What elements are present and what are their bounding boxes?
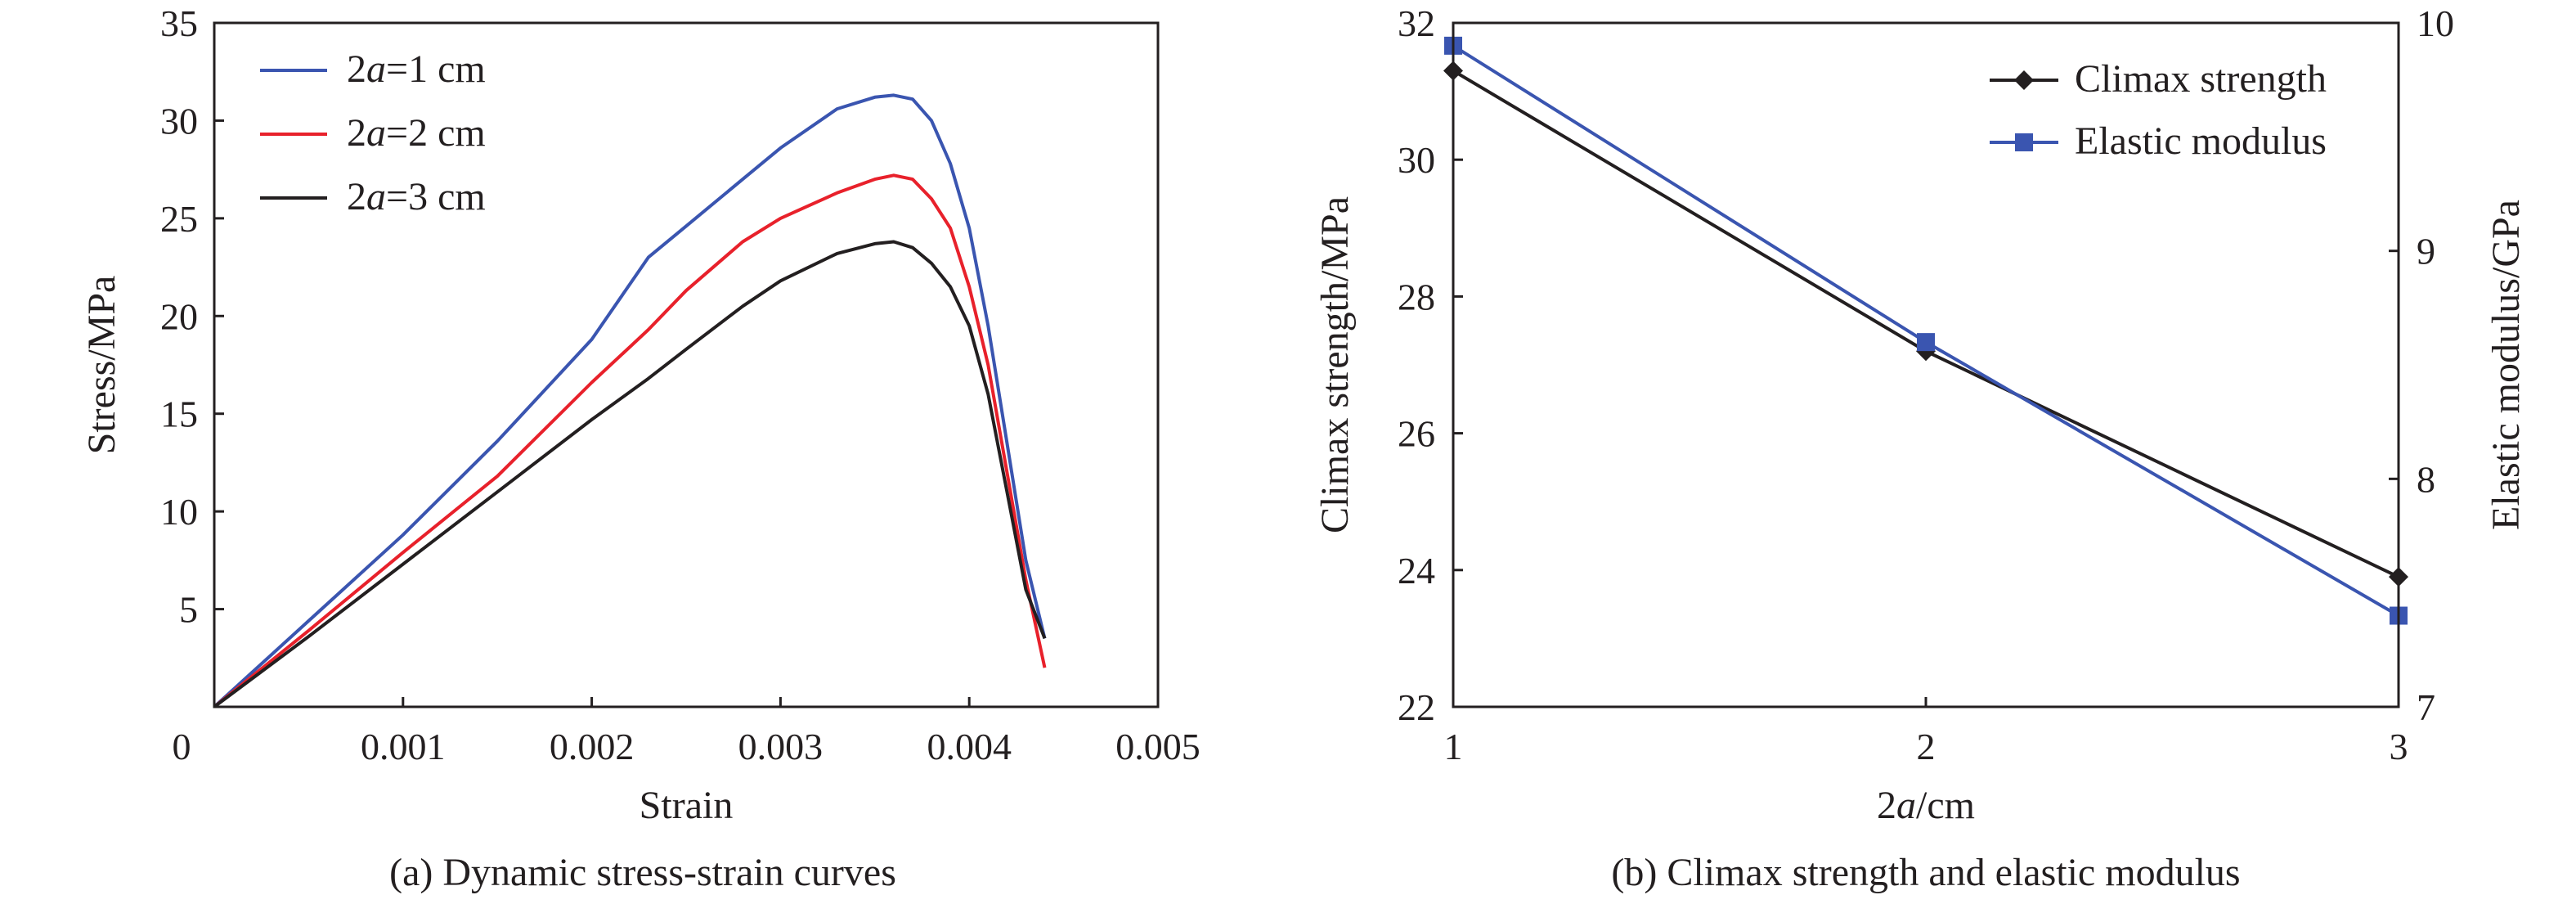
chart-b-x-tick-label: 1 [1444,726,1463,767]
chart-b-marker-square [1917,333,1935,352]
chart-a-y-tick-label: 20 [160,295,198,337]
chart-a-y-tick-label: 15 [160,394,198,435]
chart-a-caption: (a) Dynamic stress-strain curves [389,851,896,894]
chart-b-legend-label-1: Climax strength [2075,57,2327,101]
chart-a-x-tick-label: 0.002 [550,726,635,767]
chart-b-legend-label-2: Elastic modulus [2075,119,2327,163]
chart-b-left-y-tick-label: 32 [1398,2,1435,44]
chart-panel-a: 0 0.001 0.002 0.003 0.004 0.0055101520253035 … [80,2,1200,894]
chart-a-y-axis-label: Stress/MPa [80,276,123,455]
chart-b-right-y-tick-label: 10 [2417,2,2454,44]
chart-a-x-tick-label: 0.003 [738,726,824,767]
chart-b-left-y-tick-label: 30 [1398,139,1435,181]
chart-b-right-y-tick-label: 8 [2417,458,2435,500]
chart-b-left-y-tick-label: 26 [1398,413,1435,455]
chart-b-legend-marker-square [2015,133,2033,151]
chart-b-left-y-tick-label: 28 [1398,276,1435,317]
chart-panel-b: 1 2 3 22 24 26 28 30 32 7 8 9 10 2a/cm Climax streng… [1313,2,2528,894]
chart-b-legend: Climax strength Elastic modulus [1990,57,2327,163]
chart-a-plot-frame [213,21,1160,708]
chart-a-legend: 2a=1 cm 2a=2 cm 2a=3 cm [260,47,486,218]
chart-a-x-tick-label: 0 [173,726,191,767]
chart-b-x-tick-label: 2 [1917,726,1936,767]
chart-b-x-tick-label: 3 [2390,726,2408,767]
chart-a-x-tick-label: 0.004 [927,726,1012,767]
chart-b-legend-marker-diamond [2014,70,2034,90]
chart-b-left-y-axis-label: Climax strength/MPa [1313,196,1357,533]
chart-a-series-lines [213,93,1047,708]
chart-b-caption: (b) Climax strength and elastic modulus [1611,851,2240,894]
chart-b-right-y-tick-label: 7 [2417,686,2435,728]
chart-a-y-tick-label: 35 [160,2,198,44]
chart-b-right-y-tick-label: 9 [2417,231,2435,272]
chart-a-series-line-2 [213,173,1047,708]
chart-a-legend-label-3: 2a=3 cm [347,175,486,218]
chart-b-left-y-tick-label: 24 [1398,550,1435,591]
chart-b-ticks: 1 2 3 22 24 26 28 30 32 7 8 9 10 [1398,2,2454,767]
chart-a-y-tick-label: 25 [160,198,198,240]
chart-a-x-tick-label: 0.005 [1115,726,1200,767]
chart-a-y-tick-label: 10 [160,491,198,533]
chart-a-y-tick-label: 5 [179,589,198,631]
chart-a-legend-label-1: 2a=1 cm [347,47,486,91]
chart-b-right-y-axis-label: Elastic modulus/GPa [2484,200,2528,530]
chart-b-left-y-tick-label: 22 [1398,686,1435,728]
chart-a-ticks: 0 0.001 0.002 0.003 0.004 0.005 5 10 15 20 25 30 35 [160,2,1200,767]
chart-a-legend-label-2: 2a=2 cm [347,111,486,155]
chart-a-x-tick-label: 0.001 [361,726,446,767]
chart-b-x-axis-label: 2a/cm [1877,784,1975,827]
chart-a-y-tick-label: 30 [160,100,198,142]
chart-a-series-line-3 [213,240,1047,708]
chart-a-x-axis-label: Strain [640,784,734,827]
chart-a-series-line-1 [213,93,1047,708]
